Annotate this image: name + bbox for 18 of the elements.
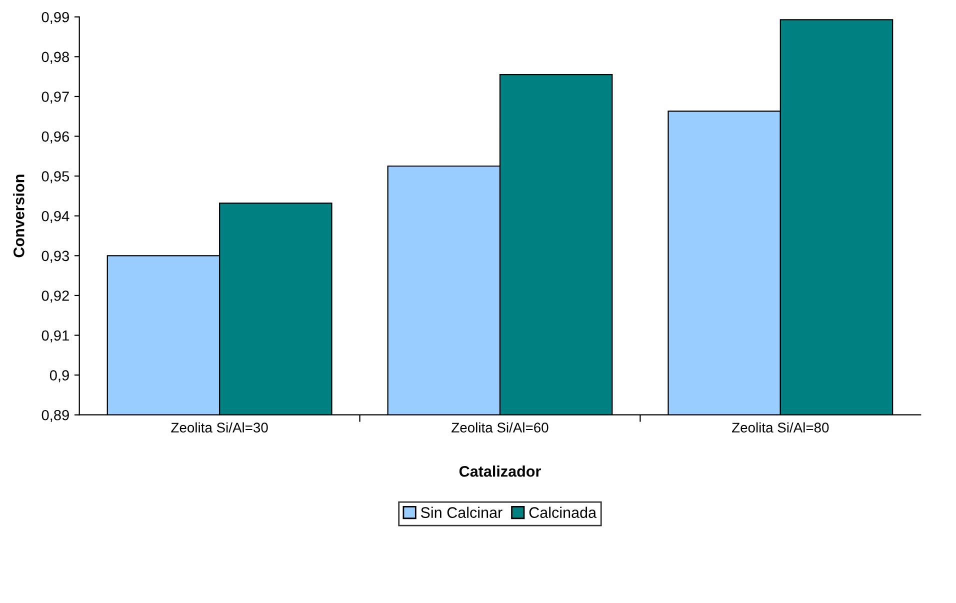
- y-tick-label: 0,91: [42, 330, 69, 342]
- y-tick-label: 0,94: [42, 210, 70, 224]
- x-tick-label: Zeolita Si/Al=80: [732, 422, 829, 433]
- legend-label: Calcinada: [529, 506, 597, 518]
- x-tick-label: Zeolita Si/Al=30: [171, 422, 268, 433]
- y-tick-label: 0,92: [42, 290, 69, 303]
- y-axis-title: Conversion: [13, 174, 24, 258]
- y-tick-label: 0,89: [42, 410, 69, 422]
- y-tick-label: 0,96: [42, 131, 69, 144]
- y-tick-label: 0,99: [42, 12, 69, 24]
- y-tick-label: 0,98: [42, 52, 69, 64]
- x-tick-label: Zeolita Si/Al=60: [452, 422, 548, 433]
- y-tick-label: 0,93: [42, 250, 69, 263]
- x-axis-title: Catalizador: [459, 466, 541, 477]
- y-tick-label: 0,9: [50, 370, 69, 382]
- y-tick-label: 0,97: [42, 92, 69, 104]
- y-tick-label: 0,95: [42, 171, 70, 184]
- legend-label: Sin Calcinar: [420, 506, 502, 518]
